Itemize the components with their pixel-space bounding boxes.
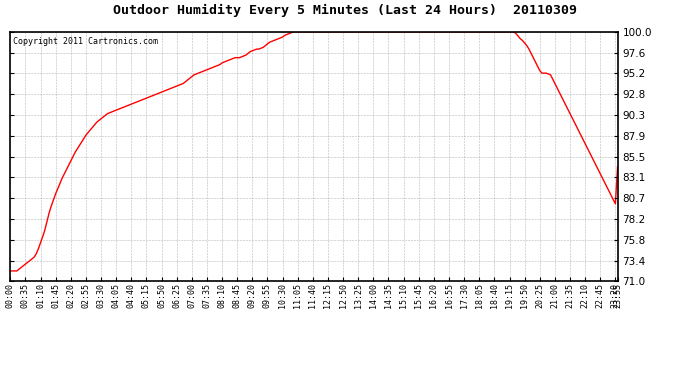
Text: Copyright 2011 Cartronics.com: Copyright 2011 Cartronics.com <box>13 37 159 46</box>
Text: Outdoor Humidity Every 5 Minutes (Last 24 Hours)  20110309: Outdoor Humidity Every 5 Minutes (Last 2… <box>113 4 577 17</box>
